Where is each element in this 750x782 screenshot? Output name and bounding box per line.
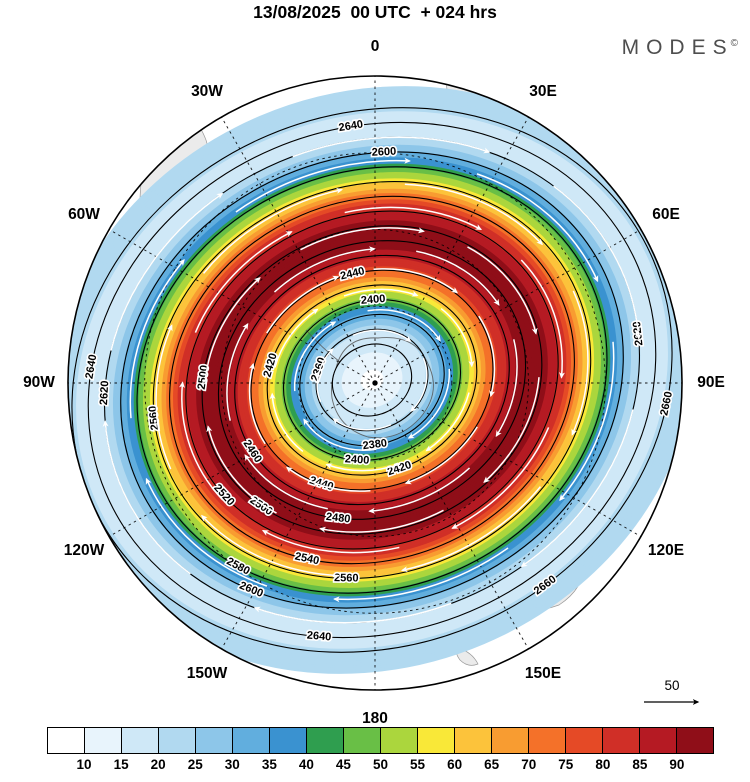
modes-logo-text: MODES xyxy=(621,36,734,59)
longitude-label: 30W xyxy=(191,83,223,100)
contour-label: 2480 xyxy=(325,511,351,526)
copyright-mark: © xyxy=(730,38,738,49)
colorbar-tick: 70 xyxy=(521,757,537,772)
longitude-label: 30E xyxy=(529,83,557,100)
longitude-label: 60W xyxy=(68,206,100,223)
colorbar-tick: 45 xyxy=(335,757,351,772)
colorbar-tick: 85 xyxy=(632,757,648,772)
colorbar-cell xyxy=(677,728,713,753)
colorbar-cell xyxy=(492,728,529,753)
colorbar-tick: 90 xyxy=(669,757,685,772)
contour-label: 2560 xyxy=(147,405,161,431)
colorbar-cell xyxy=(85,728,122,753)
colorbar-tick: 80 xyxy=(595,757,611,772)
longitude-label: 180 xyxy=(362,710,388,727)
contour-label: 2380 xyxy=(362,437,388,452)
colorbar-tick-labels: 10 15 20 25 30 35 40 45 50 55 60 65 70 75 80 85 90 xyxy=(47,754,714,776)
colorbar-cell xyxy=(122,728,159,753)
map-boundary xyxy=(67,75,683,691)
colorbar-cell xyxy=(640,728,677,753)
antarctic-peninsula-outline xyxy=(305,329,341,363)
colorbar-tick: 55 xyxy=(410,757,426,772)
modes-logo: MODES© xyxy=(622,36,738,60)
longitude-label: 0 xyxy=(371,38,380,55)
colorbar-cell xyxy=(529,728,566,753)
antarctica-outline xyxy=(331,337,434,439)
colorbar-tick: 15 xyxy=(113,757,129,772)
longitude-labels: 0 30E 60E 90E 120E 150E 180 150W 120W 90W 60W 30W xyxy=(23,38,725,727)
colorbar-cell xyxy=(455,728,492,753)
colorbar-cell xyxy=(307,728,344,753)
chart-title: 13/08/2025 00 UTC + 024 hrs xyxy=(253,2,497,22)
contour-label: 2640 xyxy=(306,630,331,644)
colorbar-tick: 60 xyxy=(447,757,463,772)
colorbar-tick: 65 xyxy=(484,757,500,772)
contour-label: 2620 xyxy=(98,380,111,405)
colorbar-tick: 40 xyxy=(298,757,314,772)
colorbar-tick: 35 xyxy=(261,757,277,772)
pole-marker xyxy=(372,380,378,386)
longitude-label: 150E xyxy=(525,665,561,682)
contour-label: 2400 xyxy=(360,293,385,307)
colorbar-tick: 30 xyxy=(224,757,240,772)
longitude-label: 90E xyxy=(697,374,725,391)
streamline-layer xyxy=(102,136,642,624)
wind-scale: 50 xyxy=(644,678,700,705)
longitude-label: 60E xyxy=(652,206,680,223)
colorbar-tick: 20 xyxy=(150,757,166,772)
contour-label: 2640 xyxy=(83,354,99,380)
contour-label: 2600 xyxy=(371,146,396,159)
colorbar-tick: 10 xyxy=(76,757,92,772)
contour-label: 2560 xyxy=(334,572,359,584)
colorbar-cell xyxy=(233,728,270,753)
longitude-label: 120W xyxy=(64,542,105,559)
colorbar-cell xyxy=(381,728,418,753)
colorbar-cells xyxy=(47,727,714,754)
colorbar-cell xyxy=(418,728,455,753)
contour-label: 2400 xyxy=(344,453,369,467)
colorbar-tick: 25 xyxy=(187,757,203,772)
colorbar-tick: 50 xyxy=(372,757,389,772)
wind-scale-label: 50 xyxy=(664,678,679,693)
colorbar-cell xyxy=(270,728,307,753)
colorbar-tick: 75 xyxy=(558,757,574,772)
colorbar-cell xyxy=(566,728,603,753)
longitude-label: 150W xyxy=(187,665,228,682)
colorbar-cell xyxy=(196,728,233,753)
colorbar-cell xyxy=(48,728,85,753)
contour-label: 2640 xyxy=(338,118,364,134)
longitude-label: 120E xyxy=(648,542,684,559)
colorbar-cell xyxy=(603,728,640,753)
longitude-label: 90W xyxy=(23,374,55,391)
colorbar: 10 15 20 25 30 35 40 45 50 55 60 65 70 75 80 85 90 xyxy=(47,727,714,776)
colorbar-cell xyxy=(159,728,196,753)
colorbar-cell xyxy=(344,728,381,753)
